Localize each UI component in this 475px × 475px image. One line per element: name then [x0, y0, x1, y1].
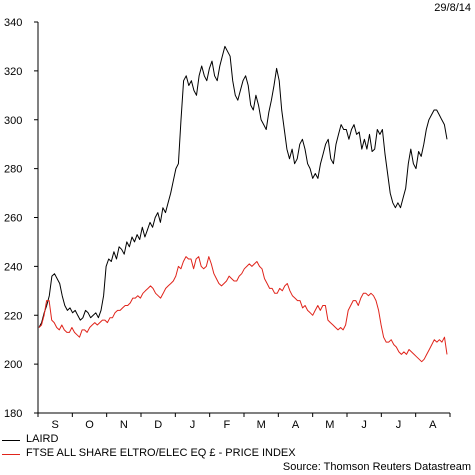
x-tick-label-4: J — [190, 419, 196, 431]
x-tick-label-5: F — [223, 419, 230, 431]
series-line-laird — [38, 45, 448, 328]
x-tick-label-6: M — [257, 419, 266, 431]
x-tick-label-8: M — [325, 419, 334, 431]
x-tick-label-0: S — [51, 419, 58, 431]
legend-swatch-laird — [2, 440, 20, 441]
y-tick-label-180: 180 — [4, 408, 22, 420]
x-tick-label-11: A — [429, 419, 437, 431]
x-tick-label-2: N — [120, 419, 128, 431]
series-line-ftse — [38, 256, 448, 363]
y-tick-label-320: 320 — [4, 66, 22, 78]
x-tick-label-9: J — [361, 419, 367, 431]
date-label: 29/8/14 — [434, 2, 471, 14]
x-tick-label-3: D — [154, 419, 162, 431]
legend-label-laird: LAIRD — [26, 433, 59, 445]
y-tick-label-220: 220 — [4, 310, 22, 322]
legend-label-ftse: FTSE ALL SHARE ELTRO/ELEC EQ £ - PRICE I… — [26, 447, 296, 459]
y-tick-label-340: 340 — [4, 17, 22, 29]
y-tick-label-200: 200 — [4, 359, 22, 371]
x-tick-label-7: A — [292, 419, 300, 431]
y-tick-label-300: 300 — [4, 115, 22, 127]
x-tick-label-1: O — [85, 419, 94, 431]
y-tick-label-260: 260 — [4, 213, 22, 225]
y-tick-label-280: 280 — [4, 164, 22, 176]
source-note: Source: Thomson Reuters Datastream — [282, 461, 471, 473]
x-tick-label-10: J — [396, 419, 402, 431]
y-tick-label-240: 240 — [4, 261, 22, 273]
legend-swatch-ftse — [2, 454, 20, 455]
